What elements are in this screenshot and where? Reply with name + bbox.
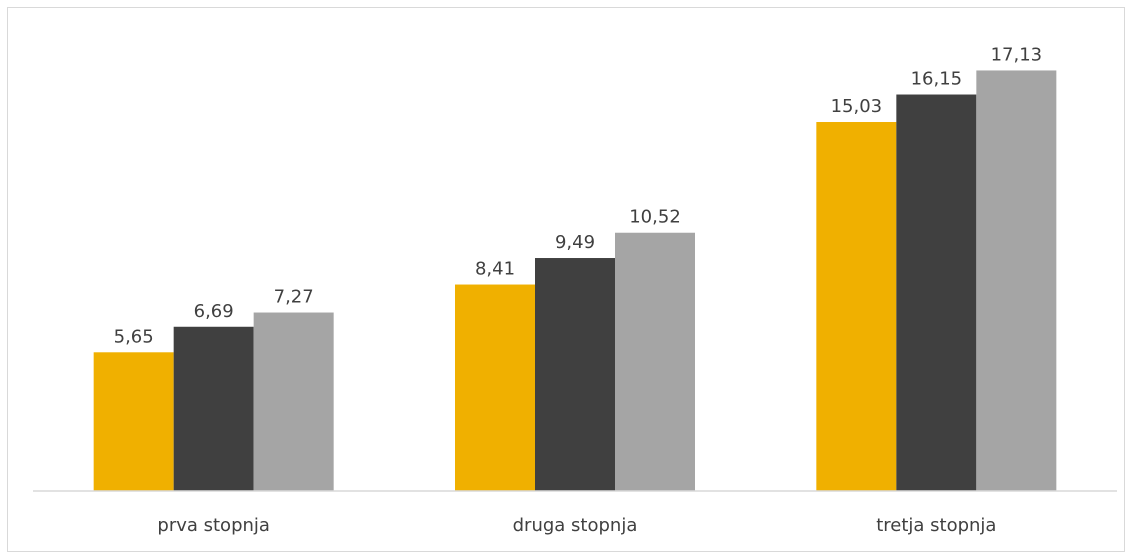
bar-2-1 xyxy=(173,326,254,491)
bar-2-3 xyxy=(896,94,977,491)
category-labels-group: prva stopnja druga stopnja tretja stopnja xyxy=(157,515,996,536)
data-label-2-3: 16,15 xyxy=(911,69,963,90)
bar-3-3 xyxy=(976,70,1057,492)
category-label-1: prva stopnja xyxy=(157,515,270,536)
category-label-2: druga stopnja xyxy=(513,515,638,536)
data-label-1-1: 5,65 xyxy=(114,326,154,347)
bars-group xyxy=(93,70,1057,492)
data-label-3-3: 17,13 xyxy=(991,44,1043,65)
bar-3-1 xyxy=(253,312,334,491)
category-label-3: tretja stopnja xyxy=(876,515,996,536)
data-labels-group: 5,65 6,69 7,27 8,41 9,49 10,52 15,03 16,15 17,13 xyxy=(114,44,1042,347)
data-label-3-1: 7,27 xyxy=(274,287,314,308)
bar-1-1 xyxy=(93,352,174,491)
data-label-2-1: 6,69 xyxy=(194,301,234,322)
bar-1-3 xyxy=(816,122,897,492)
data-label-1-2: 8,41 xyxy=(475,259,515,280)
data-label-3-2: 10,52 xyxy=(629,207,681,228)
bar-2-2 xyxy=(535,258,615,491)
data-label-2-2: 9,49 xyxy=(555,232,595,253)
bar-3-2 xyxy=(615,232,695,491)
bar-1-2 xyxy=(455,284,535,491)
data-label-1-3: 15,03 xyxy=(831,96,883,117)
